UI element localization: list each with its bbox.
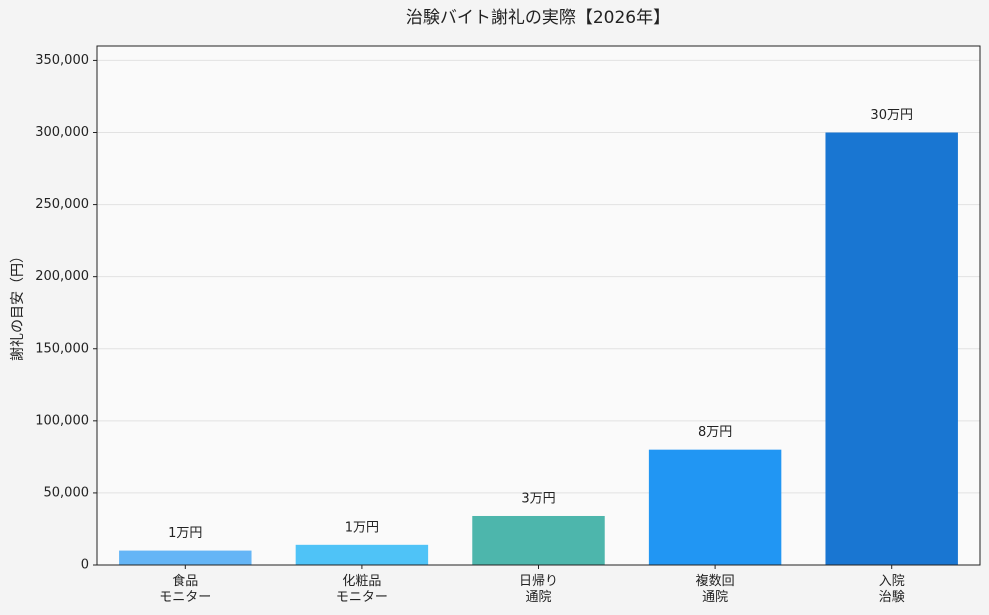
- y-tick-label: 150,000: [35, 341, 89, 356]
- x-tick-label: 食品モニター: [159, 573, 211, 605]
- chart-title: 治験バイト謝礼の実際【2026年】: [406, 8, 670, 28]
- value-label: 8万円: [698, 425, 732, 440]
- y-tick-label: 250,000: [35, 197, 89, 212]
- x-tick-label: 化粧品モニター: [336, 574, 388, 605]
- y-tick-label: 50,000: [44, 485, 90, 500]
- bar: [119, 550, 252, 565]
- value-label: 30万円: [870, 108, 913, 123]
- y-axis-label: 謝礼の目安（円）: [10, 249, 26, 361]
- bar: [825, 132, 958, 565]
- value-label: 1万円: [168, 526, 202, 541]
- y-tick-label: 200,000: [35, 269, 89, 284]
- y-tick-label: 0: [81, 558, 89, 573]
- x-tick-label: 複数回通院: [696, 573, 735, 605]
- x-tick-label: 入院治験: [879, 574, 905, 605]
- bar: [648, 449, 782, 565]
- bar: [295, 544, 429, 565]
- y-tick-label: 350,000: [35, 53, 89, 68]
- value-label: 3万円: [521, 491, 555, 506]
- y-tick-label: 100,000: [35, 413, 89, 428]
- plot-frame: [96, 45, 981, 566]
- value-label: 1万円: [345, 520, 379, 535]
- x-tick-label: 日帰り通院: [519, 573, 558, 605]
- bar: [472, 515, 605, 565]
- y-tick-label: 300,000: [35, 125, 89, 140]
